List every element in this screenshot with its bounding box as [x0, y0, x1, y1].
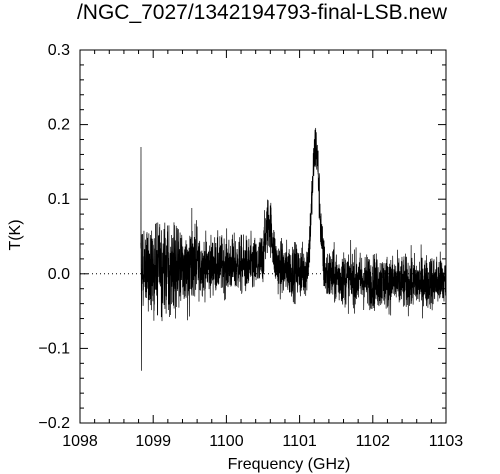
- y-tick-label: −0.1: [38, 340, 70, 357]
- y-tick-label: 0.2: [48, 117, 70, 134]
- x-tick-label: 1100: [209, 433, 244, 450]
- plot-frame: [79, 49, 447, 424]
- x-tick-label: 1099: [135, 433, 171, 450]
- x-tick-label: 1102: [356, 433, 391, 450]
- y-tick-label: −0.2: [38, 415, 70, 432]
- y-tick-label: 0.0: [48, 266, 70, 283]
- x-tick-label: 1101: [282, 433, 317, 450]
- y-tick-label: 0.3: [48, 42, 70, 59]
- y-tick-label: 0.1: [48, 191, 70, 208]
- y-axis-label: T(K): [7, 219, 24, 250]
- x-tick-label: 1103: [429, 433, 464, 450]
- x-axis-label: Frequency (GHz): [228, 456, 351, 473]
- spectrum-line: [140, 127, 447, 371]
- x-tick-label: 1098: [62, 433, 98, 450]
- y-axis: −0.2 −0.1 0.0 0.1 0.2 0.3: [38, 42, 446, 432]
- x-axis: 1098 1099 1100 1101 1102 1103: [62, 50, 463, 450]
- chart-title: /NGC_7027/1342194793-final-LSB.new: [77, 1, 448, 24]
- spectrum-series: [140, 127, 447, 371]
